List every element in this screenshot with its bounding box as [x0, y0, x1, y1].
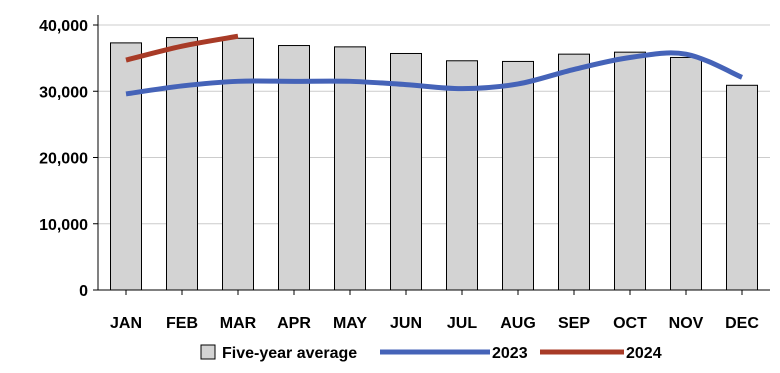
legend-swatch-five-year-average	[200, 344, 216, 360]
y-tick-label: 30,000	[39, 84, 88, 101]
legend: Five-year average 2023 2024	[200, 344, 662, 362]
line-2024	[125, 33, 239, 63]
bar-nov	[670, 56, 702, 291]
line-series	[125, 33, 744, 97]
y-tick-label: 10,000	[39, 217, 88, 234]
x-tick-label-apr: APR	[277, 315, 311, 332]
legend-label-five-year-average: Five-year average	[222, 345, 357, 362]
bar-feb	[166, 37, 198, 291]
x-tick-label-dec: DEC	[725, 315, 759, 332]
line-2023	[125, 50, 744, 97]
bar-dec	[726, 84, 758, 291]
bar-mar	[222, 37, 254, 291]
y-tick-labels: 0 10,000 20,000 30,000 40,000	[39, 18, 88, 300]
legend-label-2023: 2023	[492, 345, 528, 362]
y-tick-label: 20,000	[39, 151, 88, 168]
bar-jun	[390, 52, 422, 291]
x-tick-label-feb: FEB	[166, 315, 198, 332]
x-tick-label-jan: JAN	[110, 315, 142, 332]
y-tick-label: 0	[79, 283, 88, 300]
y-tick-label: 40,000	[39, 18, 88, 35]
bar-jan	[110, 42, 142, 291]
x-tick-labels: JAN FEB MAR APR MAY JUN JUL AUG SEP OCT NOV DEC	[110, 315, 759, 332]
x-tick-label-aug: AUG	[500, 315, 536, 332]
legend-label-2024: 2024	[626, 345, 662, 362]
bar-series	[110, 37, 758, 291]
x-tick-label-jul: JUL	[447, 315, 477, 332]
bar-jul	[446, 60, 478, 291]
x-tick-label-may: MAY	[333, 315, 367, 332]
bar-oct	[614, 51, 646, 291]
x-tick-label-oct: OCT	[613, 315, 647, 332]
bar-aug	[502, 60, 534, 291]
x-tick-label-nov: NOV	[669, 315, 704, 332]
bar-apr	[278, 45, 310, 291]
gridlines	[98, 24, 770, 225]
x-tick-label-mar: MAR	[220, 315, 257, 332]
x-tick-label-jun: JUN	[390, 315, 422, 332]
axes	[93, 15, 770, 295]
bar-sep	[558, 53, 590, 291]
x-tick-label-sep: SEP	[558, 315, 590, 332]
